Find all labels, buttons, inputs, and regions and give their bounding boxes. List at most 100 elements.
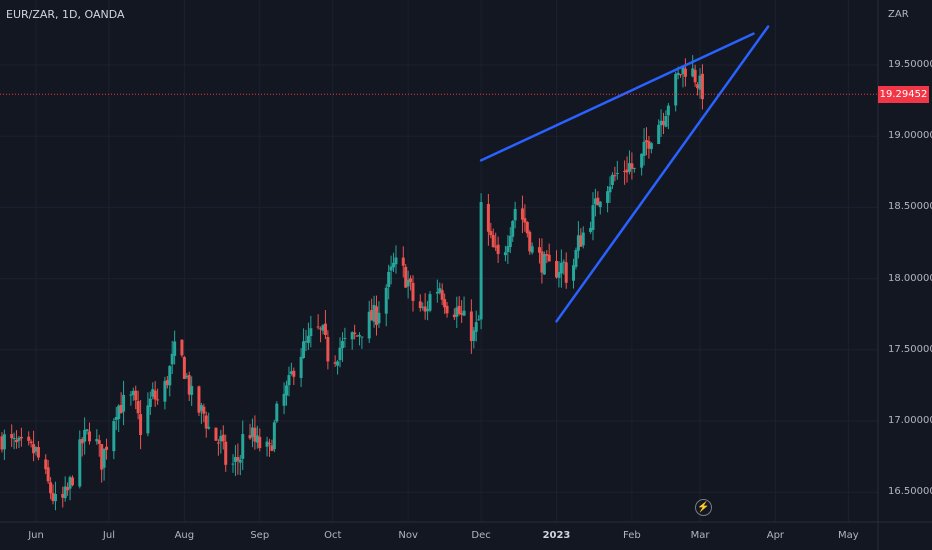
candle (131, 387, 135, 401)
candle (409, 275, 413, 291)
candle (219, 429, 223, 454)
time-tick-label: Aug (174, 530, 195, 541)
candle (640, 153, 644, 176)
candlestick-series (0, 55, 704, 511)
candle (221, 425, 225, 450)
candle (674, 71, 678, 112)
candle (610, 172, 614, 189)
price-tick-label: 17.00000 (888, 415, 932, 426)
candle (233, 445, 237, 477)
candle (97, 434, 101, 457)
candle (270, 439, 274, 452)
candle (343, 327, 347, 348)
candle (153, 381, 157, 407)
candle (148, 391, 152, 415)
candle (411, 275, 415, 312)
candle (642, 128, 646, 166)
candle (664, 110, 668, 128)
candle (581, 226, 585, 249)
candle (319, 326, 323, 343)
candle (693, 64, 697, 87)
candle (579, 228, 583, 247)
candle (596, 191, 600, 206)
candle (469, 299, 473, 354)
candle (384, 284, 388, 327)
candle (146, 392, 150, 437)
candle (70, 475, 74, 487)
candle (46, 460, 50, 484)
price-tick-label: 18.50000 (888, 201, 932, 213)
time-tick-label: May (838, 530, 859, 541)
candle (662, 112, 666, 135)
symbol-title: EUR/ZAR, 1D, OANDA (6, 8, 125, 21)
candle (496, 236, 500, 263)
lightning-icon[interactable]: ⚡ (695, 499, 712, 516)
candle (392, 252, 396, 273)
candle (204, 411, 208, 438)
time-tick-label: Apr (766, 530, 785, 541)
trendline-group (479, 25, 770, 323)
candle (477, 315, 481, 321)
candle (562, 259, 566, 275)
candle (272, 419, 276, 453)
candle (83, 417, 87, 455)
candle (216, 439, 220, 456)
candle (564, 252, 568, 289)
candle (224, 434, 228, 472)
candle (428, 291, 432, 313)
time-tick-label: Feb (623, 530, 641, 541)
candle (168, 365, 172, 397)
candle (644, 127, 648, 156)
candle (394, 245, 398, 274)
candle (537, 238, 541, 264)
candle (625, 156, 629, 183)
candle (207, 412, 211, 430)
candle (423, 293, 427, 320)
candle (66, 482, 70, 496)
candle (357, 332, 361, 346)
candle (336, 360, 340, 375)
time-tick-label: Nov (398, 530, 418, 541)
candle (258, 428, 262, 452)
candle (462, 296, 466, 317)
candle (12, 432, 16, 450)
candle (445, 302, 449, 318)
candle (302, 328, 306, 359)
candle (248, 423, 252, 440)
candle (333, 355, 337, 367)
candle (129, 391, 133, 406)
candle (421, 302, 425, 311)
candle (606, 186, 610, 213)
price-tick-label: 16.50000 (888, 486, 932, 498)
candle (187, 371, 191, 402)
candle (173, 330, 177, 365)
candle (10, 424, 14, 448)
candle (190, 376, 194, 406)
candle (326, 330, 330, 370)
candle (632, 167, 636, 173)
candle (78, 430, 82, 489)
candle (506, 235, 510, 264)
candle (401, 246, 405, 278)
candle (53, 481, 57, 511)
candle (360, 336, 364, 349)
candle (238, 454, 242, 476)
candle (321, 324, 325, 335)
candle (494, 232, 498, 251)
candle (657, 119, 661, 145)
candle (49, 477, 53, 500)
candle (355, 334, 359, 337)
candle (19, 427, 23, 447)
candle (627, 150, 631, 175)
candle (151, 382, 155, 400)
candle (557, 261, 561, 288)
candle (438, 282, 442, 295)
candle (491, 228, 495, 248)
candle (36, 441, 40, 461)
candle (367, 300, 371, 343)
candle (681, 66, 685, 88)
candle (474, 310, 478, 342)
time-tick-label: Jul (102, 530, 115, 541)
candle (542, 251, 546, 275)
